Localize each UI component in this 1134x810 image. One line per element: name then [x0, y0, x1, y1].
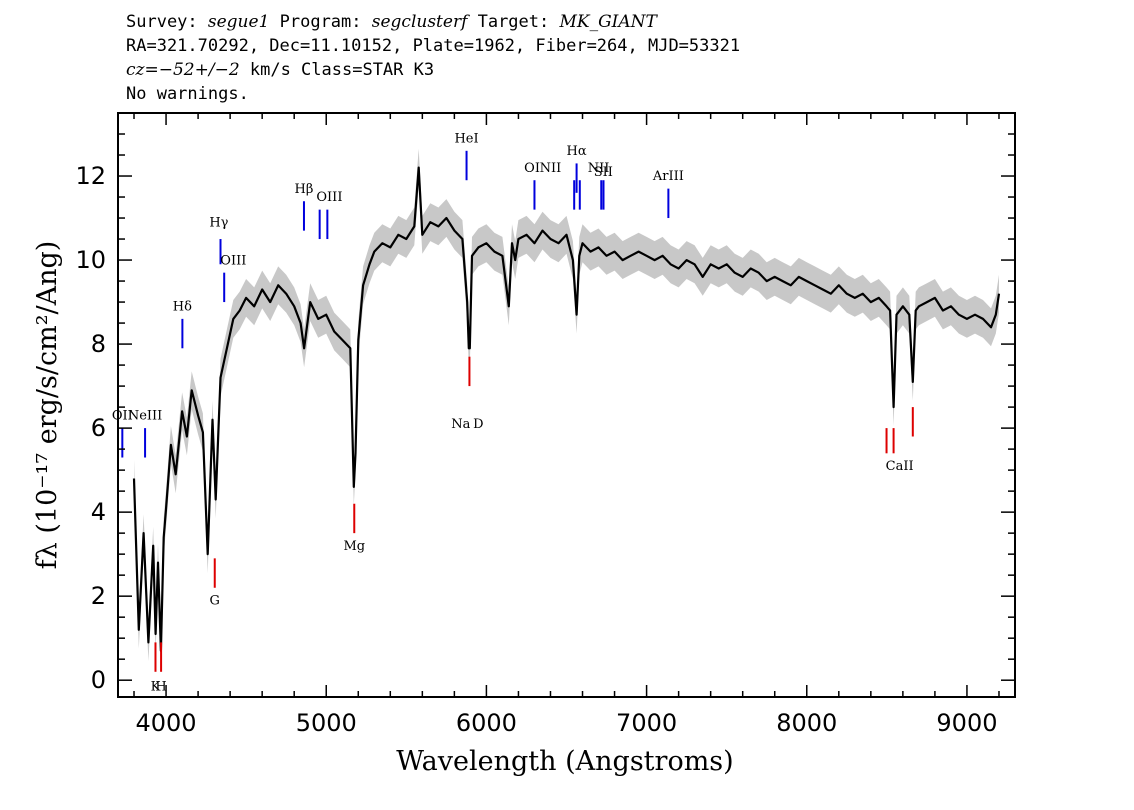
y-tick-label: 4 — [91, 498, 106, 526]
axis-ticks: 4000 5000 6000 7000 8000 9000 0 2 4 6 8 10 12 — [75, 113, 1015, 737]
line-label: NII — [588, 161, 610, 176]
line-label: Hγ — [209, 215, 228, 230]
line-label: D — [473, 417, 483, 432]
survey-value: segue1 — [207, 12, 270, 32]
program-label: Program: — [269, 12, 372, 32]
y-tick-label: 12 — [75, 162, 106, 190]
line-label: HeI — [454, 131, 478, 146]
line-label: OI — [524, 161, 540, 176]
line-label: G — [210, 594, 220, 609]
line-label: Hα — [567, 144, 587, 159]
spectrum-series — [132, 166, 1001, 652]
error-band — [134, 148, 999, 670]
spectrum-header: Survey: segue1 Program: segclusterf Targ… — [126, 10, 740, 106]
line-label: H — [155, 680, 166, 695]
line-label: OIII — [220, 253, 246, 268]
x-tick-label: 7000 — [616, 709, 677, 737]
line-label: OIII — [316, 190, 342, 205]
x-tick-label: 4000 — [136, 709, 197, 737]
x-axis-title: Wavelength (Angstroms) — [396, 746, 733, 777]
header-line-1: Survey: segue1 Program: segclusterf Targ… — [126, 10, 740, 34]
line-markers — [121, 150, 914, 672]
header-line-4: No warnings. — [126, 84, 249, 104]
y-tick-label: 0 — [91, 666, 106, 694]
line-label: CaII — [886, 459, 914, 474]
x-tick-label: 9000 — [936, 709, 997, 737]
target-value: MK_GIANT — [559, 12, 657, 32]
target-label: Target: — [467, 12, 560, 32]
x-tick-label: 5000 — [296, 709, 357, 737]
x-tick-label: 6000 — [456, 709, 517, 737]
cz-value: =−52+/−2 — [144, 60, 240, 80]
line-label: Mg — [343, 539, 365, 554]
program-value: segclusterf — [371, 12, 468, 32]
y-axis-title: fλ (10⁻¹⁷ erg/s/cm²/Ang) — [32, 241, 63, 570]
cz-label: cz — [126, 60, 145, 80]
survey-label: Survey: — [126, 12, 208, 32]
line-label: K — [151, 680, 161, 695]
header-line-2: RA=321.70292, Dec=11.10152, Plate=1962, … — [126, 36, 741, 56]
y-tick-label: 6 — [91, 414, 106, 442]
line-label: NeIII — [128, 409, 162, 424]
plot-frame — [117, 112, 1016, 698]
y-tick-label: 8 — [91, 330, 106, 358]
y-tick-label: 2 — [91, 582, 106, 610]
line-label: ArIII — [652, 169, 684, 184]
spectrum-line — [132, 166, 1001, 652]
error-envelope — [134, 148, 999, 670]
header-line-3: cz=−52+/−2 km/s Class=STAR K3 — [126, 58, 740, 82]
line-label: Hβ — [295, 182, 314, 197]
line-label: Hδ — [173, 299, 192, 314]
class-text: km/s Class=STAR K3 — [239, 60, 435, 80]
line-label: SII — [594, 165, 613, 180]
line-label: NII — [540, 161, 562, 176]
y-tick-label: 10 — [75, 246, 106, 274]
line-label: Na — [451, 417, 470, 432]
x-tick-label: 8000 — [776, 709, 837, 737]
